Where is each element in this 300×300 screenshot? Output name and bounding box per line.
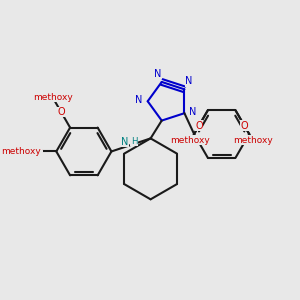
- Text: O: O: [195, 121, 203, 131]
- Text: O: O: [241, 121, 248, 131]
- Text: methoxy: methoxy: [2, 147, 41, 156]
- Text: N: N: [135, 95, 143, 105]
- Text: N: N: [154, 69, 161, 79]
- Text: N: N: [121, 136, 128, 146]
- Text: N: N: [189, 107, 197, 117]
- Text: N: N: [185, 76, 193, 86]
- Text: methoxy: methoxy: [33, 93, 73, 102]
- Text: O: O: [57, 107, 65, 117]
- Text: methoxy: methoxy: [233, 136, 273, 145]
- Text: methoxy: methoxy: [171, 136, 210, 145]
- Text: H: H: [131, 137, 137, 146]
- Text: O: O: [34, 146, 42, 157]
